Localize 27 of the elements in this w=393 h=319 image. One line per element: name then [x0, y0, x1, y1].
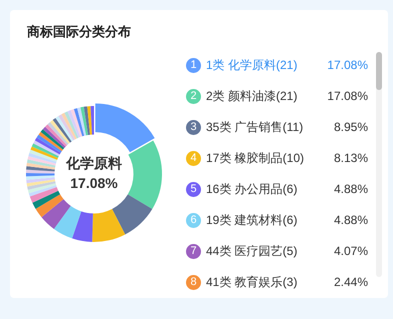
text: 6 — [186, 213, 201, 228]
text: 3 — [186, 120, 201, 135]
text: 5 — [186, 182, 201, 197]
data-label: 4.88% — [334, 181, 368, 198]
data-label: 4.07% — [334, 243, 368, 260]
text: 化学原料 — [65, 154, 122, 171]
data-label: 8.13% — [334, 150, 368, 167]
legend-label: 1类 化学原料(21) — [206, 57, 298, 74]
text: 7 — [186, 244, 201, 259]
data-label: 17.08% — [327, 88, 368, 105]
text: 2 — [186, 89, 201, 104]
legend-label: 17类 橡胶制品(10) — [206, 150, 304, 167]
text: 17.08% — [70, 174, 118, 191]
data-label: 17.08% — [327, 57, 368, 74]
text: 8 — [186, 275, 201, 290]
chart-title: 商标国际分类分布 — [27, 23, 131, 41]
text: 4 — [186, 151, 201, 166]
data-label: 2.44% — [334, 274, 368, 291]
legend-label: 16类 办公用品(6) — [206, 181, 298, 198]
legend-label: 2类 颜料油漆(21) — [206, 88, 298, 105]
data-label: 8.95% — [334, 119, 368, 136]
legend-label: 41类 教育娱乐(3) — [206, 274, 298, 291]
text: 1 — [186, 58, 201, 73]
data-label: 4.88% — [334, 212, 368, 229]
legend-label: 19类 建筑材料(6) — [206, 212, 298, 229]
legend-label: 44类 医疗园艺(5) — [206, 243, 298, 260]
legend-label: 35类 广告销售(11) — [206, 119, 304, 136]
